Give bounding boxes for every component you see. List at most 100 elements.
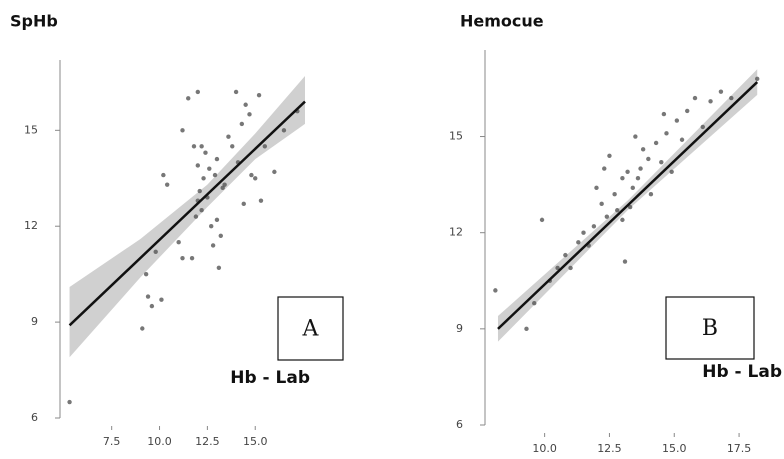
x-tick-label: 10.0 (532, 442, 557, 455)
chart-title: Hemocue (460, 12, 544, 31)
annotation: B (702, 316, 718, 341)
x-tick-label: 7.5 (103, 435, 121, 448)
point (161, 172, 166, 178)
point (249, 172, 254, 178)
point (193, 214, 199, 219)
point (640, 147, 646, 152)
point (253, 176, 258, 181)
point (153, 249, 158, 254)
point (532, 301, 537, 306)
point (230, 144, 235, 149)
point (212, 172, 218, 178)
point (539, 217, 545, 223)
y-tick-label: 15 (449, 130, 463, 143)
point (576, 240, 581, 245)
point (659, 159, 664, 165)
point (159, 297, 164, 302)
point (239, 121, 245, 127)
y-tick-label: 12 (449, 226, 463, 239)
point (222, 182, 227, 187)
annotation: A (302, 317, 320, 342)
y-tick-label: 6 (31, 411, 38, 424)
x-axis-label: Hb - Lab (702, 362, 782, 382)
point (685, 108, 690, 114)
point (241, 201, 246, 207)
point (620, 176, 625, 181)
point (281, 128, 287, 133)
point (599, 201, 604, 207)
point (612, 192, 617, 197)
point (207, 166, 212, 171)
point (209, 224, 214, 229)
point (247, 112, 252, 117)
x-tick-label: 12.5 (597, 442, 622, 455)
point (625, 169, 630, 174)
x-tick-label: 15.0 (243, 435, 268, 448)
point (180, 128, 185, 133)
point (615, 208, 620, 213)
point (180, 255, 185, 261)
point (191, 144, 197, 149)
y-tick-label: 9 (456, 322, 463, 335)
point (607, 153, 612, 158)
point (67, 399, 72, 405)
point (201, 176, 206, 181)
point (203, 150, 208, 155)
point (186, 96, 191, 101)
confidence-band (69, 75, 305, 358)
y-tick-label: 6 (456, 418, 463, 431)
x-tick-label: 10.0 (147, 435, 172, 448)
chart-title: SpHb (10, 12, 58, 31)
point (563, 252, 568, 258)
point (620, 217, 625, 223)
point (210, 243, 216, 248)
point (661, 111, 667, 117)
point (646, 156, 651, 162)
point (199, 208, 204, 213)
point (692, 95, 698, 101)
x-axis-label: Hb - Lab (230, 368, 310, 388)
point (568, 265, 573, 271)
fit-line (68, 100, 306, 327)
point (145, 294, 151, 299)
point (258, 198, 264, 203)
point (674, 118, 680, 123)
point (755, 76, 760, 82)
y-tick-label: 9 (31, 315, 38, 328)
point (233, 89, 239, 95)
point (581, 230, 586, 235)
point (638, 166, 643, 171)
point (664, 131, 669, 136)
y-tick-label: 12 (24, 219, 38, 232)
point (218, 233, 223, 239)
fit-line (497, 81, 759, 330)
point (256, 92, 262, 98)
point (718, 89, 724, 94)
point (669, 169, 674, 174)
x-tick-label: 12.5 (195, 435, 220, 448)
point (524, 326, 529, 332)
point (679, 137, 685, 142)
point (729, 95, 734, 101)
point (648, 192, 654, 197)
point (220, 185, 225, 191)
point (604, 214, 610, 219)
point (214, 217, 220, 223)
point (700, 124, 705, 130)
point (591, 224, 597, 229)
point (243, 102, 248, 107)
point (653, 140, 659, 146)
point (189, 255, 195, 261)
point (199, 144, 204, 149)
point (164, 182, 170, 187)
point (195, 89, 201, 95)
point (272, 169, 277, 175)
point (622, 259, 628, 264)
point (630, 185, 635, 191)
point (602, 166, 607, 171)
point (493, 288, 498, 293)
point (555, 265, 560, 271)
point (216, 265, 222, 270)
point (226, 134, 231, 139)
